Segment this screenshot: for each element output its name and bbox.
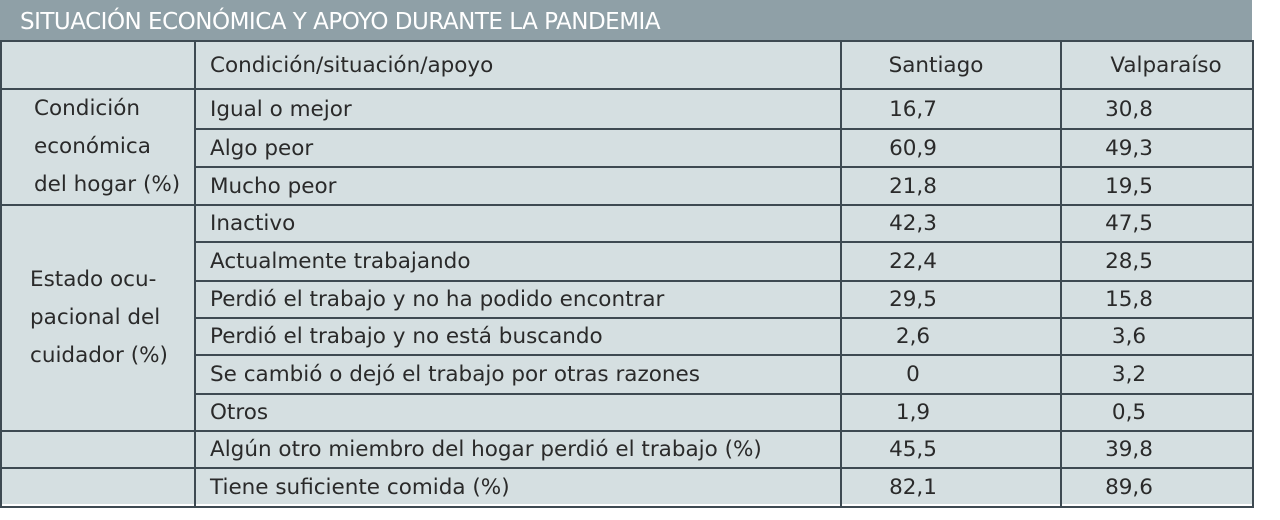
table-row: Estado ocu- pacional del cuidador (%) In… [0,204,1254,432]
header-group-cell [0,40,196,90]
table-row: Se cambió o dejó el trabajo por otras ra… [1,354,1254,395]
valparaiso-value: 0,5 [1060,393,1254,432]
santiago-value: 60,9 [840,128,1062,168]
valparaiso-value: 89,6 [1060,467,1254,508]
santiago-value: 22,4 [840,241,1062,282]
table-header-row: Condición/situación/apoyo Santiago Valpa… [0,40,1254,90]
row-label: Actualmente trabajando [194,241,842,282]
valparaiso-value: 19,5 [1060,166,1254,206]
table-frame: SITUACIÓN ECONÓMICA Y APOYO DURANTE LA P… [0,0,1254,508]
empty-group-cell [0,430,196,469]
santiago-value: 16,7 [840,87,1062,131]
table-row: Condición económica del hogar (%) Igual … [0,87,1254,206]
group-label-line: económica [34,134,151,159]
valparaiso-value: 3,6 [1060,317,1254,356]
row-label: Perdió el trabajo y no ha podido encontr… [194,280,842,319]
row-label: Igual o mejor [194,87,842,131]
group-label-economic-condition: Condición económica del hogar (%) [0,88,196,206]
valparaiso-value: 30,8 [1060,87,1254,131]
header-condition: Condición/situación/apoyo [194,40,842,90]
group-label-line: Estado ocu- [30,267,157,292]
row-label: Algo peor [194,128,842,168]
valparaiso-value: 49,3 [1060,128,1254,168]
data-table: Condición/situación/apoyo Santiago Valpa… [0,40,1254,508]
header-santiago: Santiago [840,40,1062,90]
empty-group-cell [0,467,196,508]
santiago-value: 1,9 [840,393,1062,432]
valparaiso-value: 28,5 [1060,241,1254,282]
header-valparaiso: Valparaíso [1060,40,1254,90]
group-label-line: cuidador (%) [30,343,168,368]
row-label: Inactivo [194,204,842,243]
row-label: Mucho peor [194,166,842,206]
table-row: Mucho peor 21,8 19,5 [1,166,1254,206]
group-label-line: del hogar (%) [34,172,181,197]
table-row: Perdió el trabajo y no ha podido encontr… [1,280,1254,319]
table-title: SITUACIÓN ECONÓMICA Y APOYO DURANTE LA P… [0,0,1252,40]
santiago-value: 2,6 [840,317,1062,356]
row-label: Tiene suficiente comida (%) [194,467,842,508]
valparaiso-value: 15,8 [1060,280,1254,319]
row-label: Se cambió o dejó el trabajo por otras ra… [194,354,842,395]
table-row: Actualmente trabajando 22,4 28,5 [1,241,1254,282]
santiago-value: 21,8 [840,166,1062,206]
santiago-value: 29,5 [840,280,1062,319]
santiago-value: 0 [840,354,1062,395]
row-label: Otros [194,393,842,432]
santiago-value: 42,3 [840,204,1062,243]
table-row: Tiene suficiente comida (%) 82,1 89,6 [0,467,1254,508]
row-label: Algún otro miembro del hogar perdió el t… [194,430,842,469]
table-row: Algo peor 60,9 49,3 [1,128,1254,168]
valparaiso-value: 3,2 [1060,354,1254,395]
group-label-line: pacional del [30,305,161,330]
table-row: Perdió el trabajo y no está buscando 2,6… [1,317,1254,356]
valparaiso-value: 39,8 [1060,430,1254,469]
group-label-caregiver-employment: Estado ocu- pacional del cuidador (%) [0,204,196,432]
valparaiso-value: 47,5 [1060,204,1254,243]
row-label: Perdió el trabajo y no está buscando [194,317,842,356]
table-row: Otros 1,9 0,5 [1,393,1254,432]
santiago-value: 45,5 [840,430,1062,469]
santiago-value: 82,1 [840,467,1062,508]
group-label-line: Condición [34,96,140,121]
table-row: Algún otro miembro del hogar perdió el t… [0,430,1254,469]
